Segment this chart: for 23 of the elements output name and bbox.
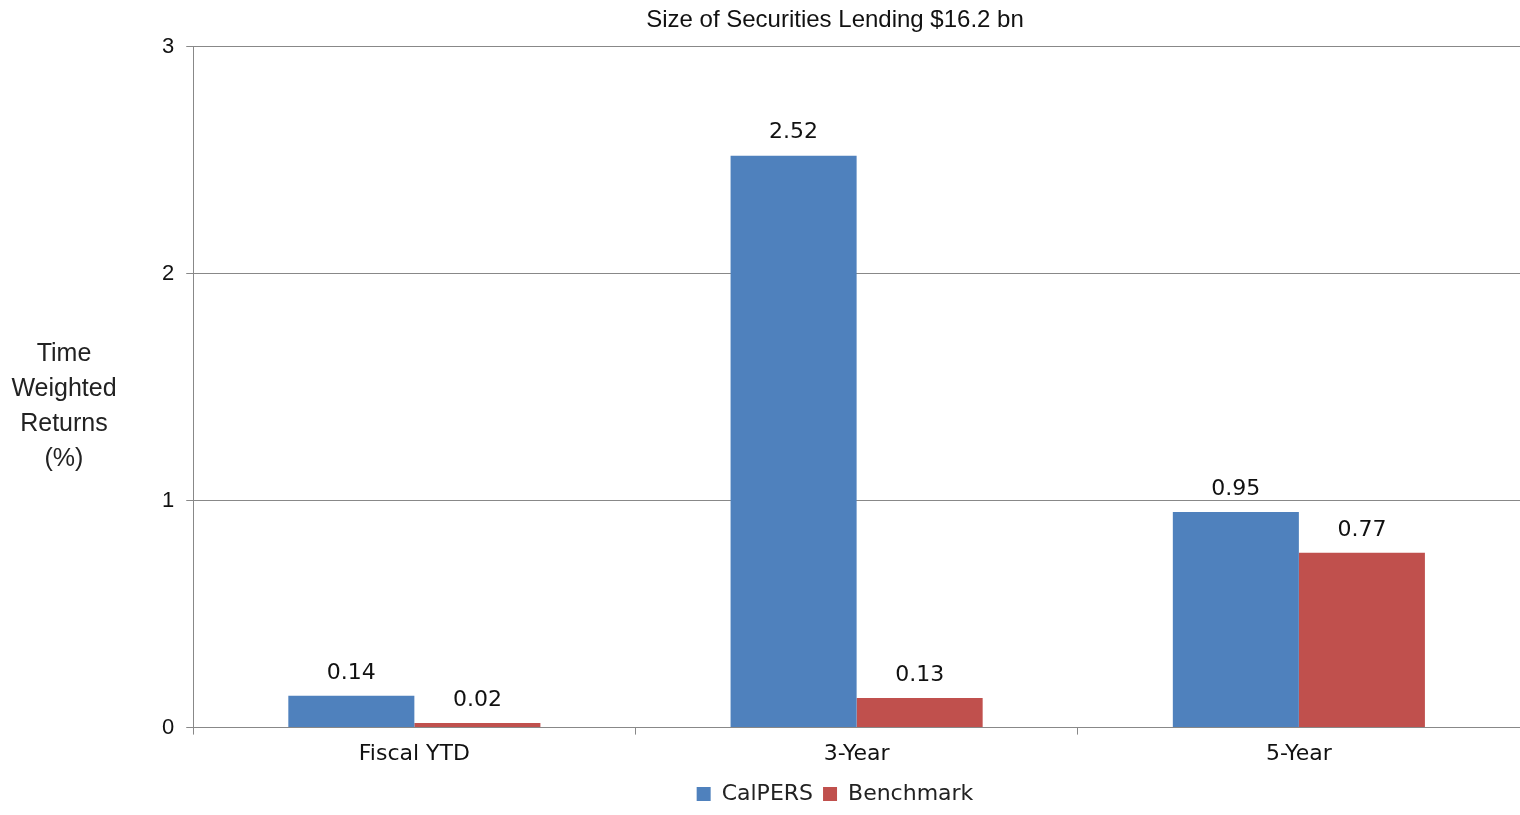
x-tick-label: 3-Year xyxy=(823,739,891,765)
y-tick-label: 3 xyxy=(161,32,175,58)
x-tick-label: 5-Year xyxy=(1265,739,1333,765)
y-tick-label: 1 xyxy=(161,486,175,512)
data-label: 2.52 xyxy=(769,118,819,144)
bar xyxy=(1298,552,1425,728)
y-axis-title: Time Weighted Returns (%) xyxy=(10,337,118,473)
data-label: 0.95 xyxy=(1211,474,1261,500)
bar xyxy=(1172,512,1299,728)
legend-label: CalPERS xyxy=(721,779,814,805)
bar xyxy=(856,698,983,728)
data-label: 0.02 xyxy=(452,685,502,711)
bar xyxy=(288,695,415,728)
data-label: 0.13 xyxy=(895,660,945,686)
data-label: 0.77 xyxy=(1337,515,1387,541)
y-tick-label: 0 xyxy=(161,713,175,739)
bar xyxy=(414,723,541,728)
data-label: 0.14 xyxy=(326,658,376,684)
y-tick-label: 2 xyxy=(161,259,175,285)
bar xyxy=(730,155,857,728)
chart-title: Size of Securities Lending $16.2 bn xyxy=(646,5,1024,33)
legend-label: Benchmark xyxy=(848,779,974,805)
x-tick-label: Fiscal YTD xyxy=(358,739,470,765)
